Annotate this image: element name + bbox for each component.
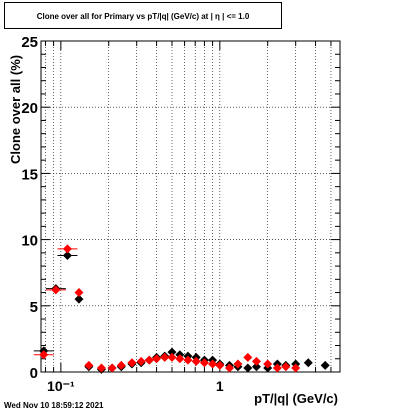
data-point [251, 356, 261, 366]
data-point [183, 355, 193, 365]
data-point [233, 359, 243, 369]
axis-ticks [41, 40, 340, 373]
data-point [215, 360, 225, 370]
series-1 [33, 250, 330, 374]
data-point [74, 288, 84, 298]
data-point [160, 352, 170, 362]
chart-title: Clone over all for Primary vs pT/|q| (Ge… [4, 2, 282, 29]
x-tick-label: 10⁻¹ [47, 378, 75, 394]
data-point [144, 355, 154, 365]
y-tick-label: 5 [30, 299, 38, 316]
data-point [51, 285, 61, 295]
plot-frame [40, 40, 341, 373]
data-point [62, 250, 72, 260]
data-point [243, 363, 253, 373]
data-point [116, 360, 126, 370]
y-axis-label: Clone over all (%) [8, 54, 23, 164]
data-point [127, 358, 137, 368]
data-point [199, 358, 209, 368]
y-tick-label: 20 [21, 100, 38, 117]
data-point [224, 363, 234, 373]
data-point [167, 347, 177, 357]
y-tick-label: 15 [21, 166, 38, 183]
data-point [136, 356, 146, 366]
series-2 [33, 244, 301, 373]
x-axis-label: pT/|q| (GeV/c) [254, 391, 338, 406]
data-point [303, 358, 313, 368]
timestamp: Wed Nov 10 18:59:12 2021 [4, 401, 104, 410]
y-tick-label: 25 [21, 34, 38, 51]
data-point [320, 360, 330, 370]
data-point [96, 363, 106, 373]
data-point [243, 352, 253, 362]
data-point [62, 244, 72, 254]
data-point [74, 294, 84, 304]
grid [41, 41, 340, 372]
data-point [272, 363, 282, 373]
data-point [152, 354, 162, 364]
data-point [208, 359, 218, 369]
y-tick-label: 10 [21, 233, 38, 250]
data-markers [33, 244, 330, 374]
data-point [263, 359, 273, 369]
data-point [291, 363, 301, 373]
data-point [107, 363, 117, 373]
y-tick-label: 0 [30, 365, 38, 382]
data-point [39, 350, 49, 360]
x-tick-label: 1 [216, 378, 224, 394]
data-point [167, 352, 177, 362]
data-point [251, 362, 261, 372]
tick-labels: 0 5 10 15 20 25 10⁻¹ 1 [21, 34, 224, 394]
data-point [175, 354, 185, 364]
data-point [191, 356, 201, 366]
data-point [281, 362, 291, 372]
data-point [84, 360, 94, 370]
